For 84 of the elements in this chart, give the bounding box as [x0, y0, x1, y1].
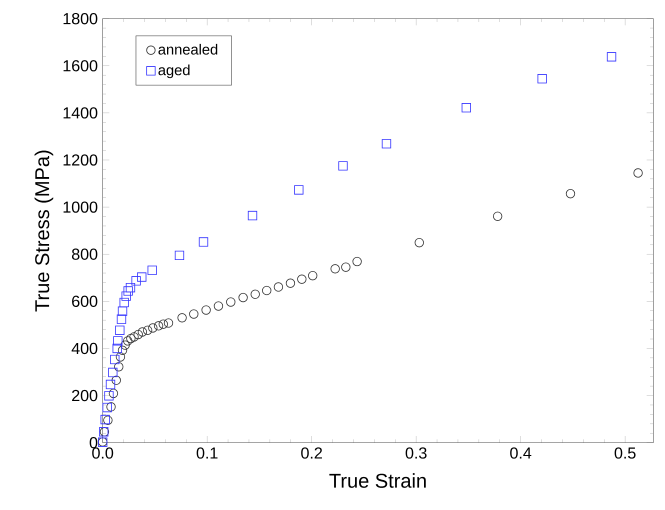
y-tick-label: 800 — [72, 248, 98, 260]
point — [262, 286, 272, 296]
x-tick-label: 0.5 — [614, 447, 636, 459]
point — [115, 326, 124, 335]
point — [104, 391, 114, 400]
point — [154, 321, 164, 330]
point — [108, 368, 118, 378]
point — [131, 276, 141, 286]
point — [338, 161, 348, 171]
point — [148, 266, 157, 275]
y-tick-label: 1200 — [64, 154, 98, 166]
point — [123, 336, 132, 346]
point — [134, 330, 143, 340]
legend-label: aged — [158, 64, 190, 78]
point — [114, 362, 124, 372]
x-tick-label: 0.0 — [92, 447, 114, 459]
point — [102, 402, 112, 412]
point — [126, 334, 136, 344]
x-axis-title: True Strain — [329, 473, 426, 488]
point — [189, 309, 198, 319]
point — [164, 318, 174, 328]
point — [382, 139, 392, 148]
point — [537, 74, 547, 84]
point — [122, 291, 131, 301]
point — [142, 326, 152, 335]
x-tick-label: 0.4 — [510, 447, 532, 459]
point — [294, 185, 304, 195]
point — [118, 346, 128, 355]
point — [148, 323, 158, 333]
y-tick-label: 1400 — [64, 107, 98, 119]
point — [462, 103, 471, 112]
x-tick-label: 0.2 — [301, 447, 322, 459]
point — [414, 238, 424, 248]
point — [103, 416, 113, 425]
y-axis-title: True Stress (MPa) — [34, 150, 54, 312]
point — [120, 340, 130, 350]
point — [129, 332, 139, 342]
point — [158, 320, 168, 329]
y-tick-label: 600 — [72, 296, 98, 307]
point — [108, 388, 118, 398]
point — [106, 380, 116, 390]
y-tick-label: 200 — [72, 390, 98, 402]
point — [214, 301, 224, 311]
point — [286, 278, 296, 288]
point — [118, 306, 128, 316]
x-tick-label: 0.3 — [406, 447, 427, 459]
point — [633, 168, 643, 178]
y-tick-label: 400 — [72, 342, 98, 354]
point — [120, 298, 129, 308]
point — [308, 270, 318, 280]
point — [566, 189, 576, 198]
point — [137, 272, 146, 282]
point — [201, 305, 211, 315]
point — [352, 256, 362, 266]
point — [116, 352, 126, 362]
point — [606, 52, 616, 62]
point — [100, 414, 110, 424]
point — [174, 250, 184, 260]
point — [250, 290, 260, 299]
point — [124, 286, 133, 296]
point — [112, 344, 122, 354]
point — [330, 264, 340, 274]
point — [341, 262, 350, 272]
point — [198, 237, 208, 247]
point — [126, 282, 136, 292]
point — [106, 402, 116, 412]
point — [177, 313, 187, 322]
point — [274, 282, 284, 292]
point — [297, 274, 306, 284]
legend-label: annealed — [158, 44, 218, 55]
point — [248, 210, 258, 220]
point — [116, 314, 126, 324]
point — [113, 336, 122, 346]
y-tick-label: 0 — [90, 436, 98, 448]
point — [138, 327, 148, 337]
point — [110, 354, 120, 364]
point — [492, 212, 502, 221]
y-tick-label: 1600 — [64, 60, 98, 72]
point — [226, 297, 236, 307]
y-tick-label: 1800 — [64, 13, 98, 24]
point — [238, 292, 248, 302]
point — [112, 376, 121, 385]
x-tick-label: 0.1 — [196, 447, 218, 459]
y-tick-label: 1000 — [64, 201, 98, 213]
